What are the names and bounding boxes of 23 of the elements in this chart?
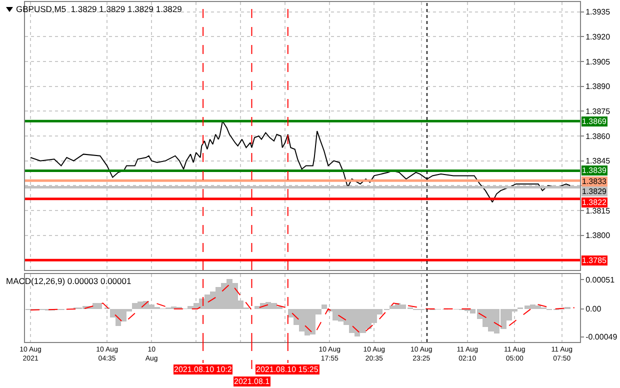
y-tick-label: 1.3905	[586, 57, 611, 66]
y-tick-label: -0.00049	[586, 332, 618, 342]
ref-line-label: 1.3869	[582, 117, 608, 126]
y-tick-label: 0.00	[586, 304, 602, 314]
y-tick-label: 1.3800	[586, 231, 611, 240]
y-tick-label: 1.3860	[586, 132, 611, 141]
y-tick-label: 1.3845	[586, 156, 611, 166]
chart-title: GBPUSD,M5 1.3829 1.3829 1.3829 1.3829	[16, 4, 182, 14]
ref-line-label: 1.3822	[582, 198, 608, 207]
y-tick-label: 1.3890	[586, 82, 611, 92]
ref-line-label: 1.3785	[582, 256, 608, 265]
y-tick-label: 1.3920	[586, 32, 611, 42]
ref-line-label: 2021.08.10 10:2	[174, 365, 232, 374]
ref-line-label: 1.3839	[582, 166, 608, 175]
ref-line-label: 1.3829	[582, 187, 608, 196]
ref-line-label: 2021.08.10 15:25	[256, 365, 319, 374]
y-tick-label: 1.3815	[586, 206, 611, 216]
y-tick-label: 0.00051	[586, 276, 616, 285]
y-tick-label: 1.3935	[586, 8, 611, 17]
y-tick-label: 1.3875	[586, 106, 611, 116]
ref-line-label: 1.3833	[582, 177, 608, 186]
ref-line-label: 2021.08.1	[234, 377, 270, 386]
chart-title: MACD(12,26,9) 0.00003 0.00001	[6, 276, 132, 286]
